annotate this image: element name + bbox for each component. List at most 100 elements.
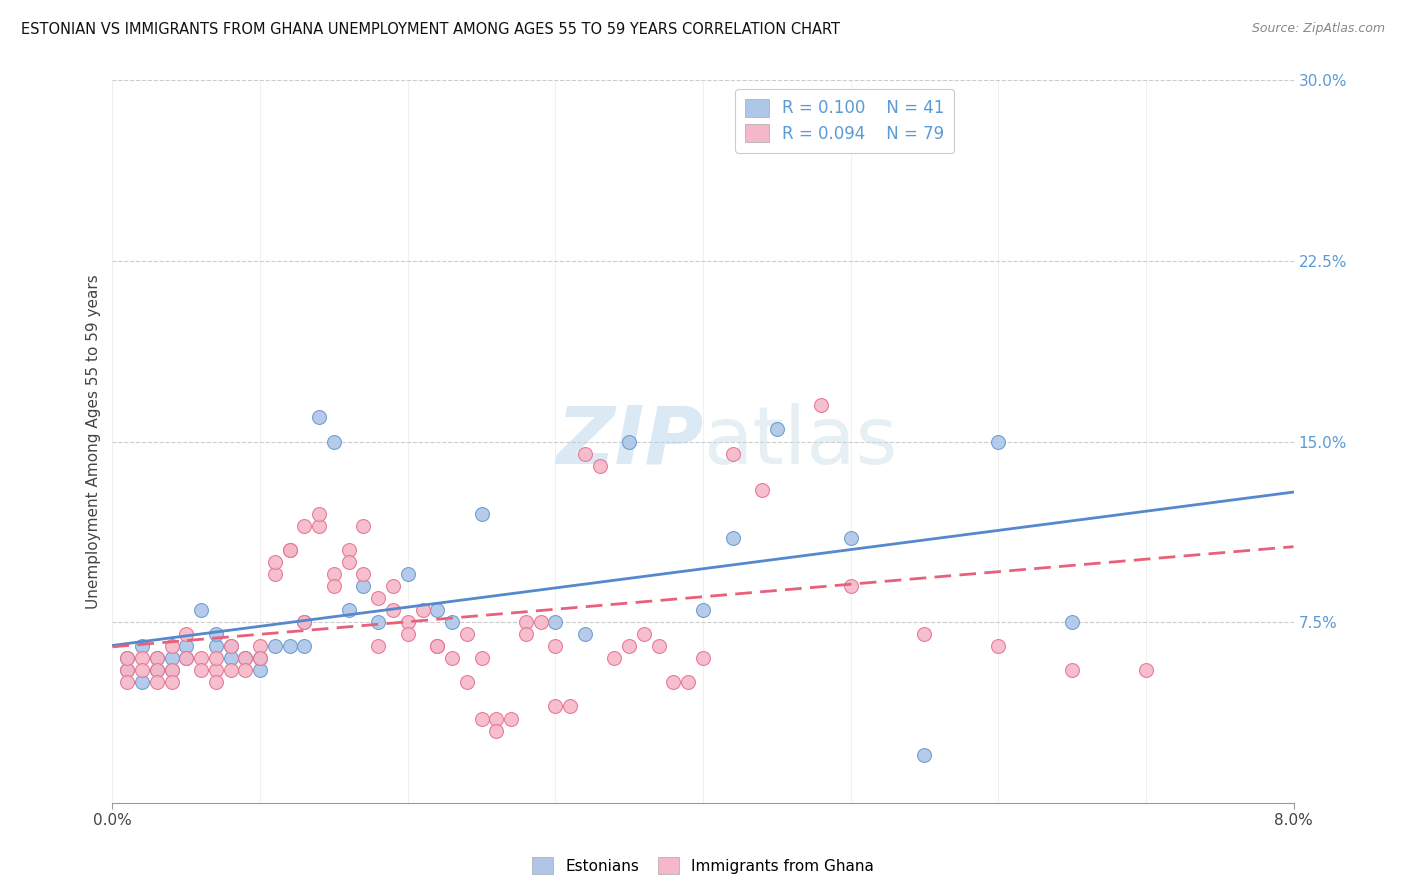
- Point: [190, 603, 212, 617]
- Point: [471, 507, 494, 521]
- Point: [382, 579, 405, 593]
- Point: [146, 651, 169, 665]
- Point: [485, 712, 508, 726]
- Y-axis label: Unemployment Among Ages 55 to 59 years: Unemployment Among Ages 55 to 59 years: [86, 274, 101, 609]
- Point: [117, 664, 138, 678]
- Point: [647, 639, 671, 653]
- Point: [352, 579, 374, 593]
- Point: [264, 567, 287, 582]
- Point: [678, 675, 700, 690]
- Point: [471, 651, 494, 665]
- Text: Source: ZipAtlas.com: Source: ZipAtlas.com: [1251, 22, 1385, 36]
- Point: [485, 723, 508, 738]
- Point: [721, 531, 744, 545]
- Point: [721, 446, 744, 460]
- Point: [987, 434, 1010, 449]
- Point: [219, 651, 242, 665]
- Point: [426, 639, 449, 653]
- Point: [544, 699, 567, 714]
- Point: [249, 664, 271, 678]
- Point: [174, 651, 197, 665]
- Point: [131, 639, 153, 653]
- Point: [233, 664, 256, 678]
- Point: [544, 639, 567, 653]
- Point: [352, 567, 374, 582]
- Point: [219, 664, 242, 678]
- Point: [160, 651, 183, 665]
- Point: [396, 615, 419, 630]
- Point: [233, 651, 256, 665]
- Point: [810, 398, 832, 412]
- Point: [619, 434, 641, 449]
- Point: [515, 615, 537, 630]
- Point: [323, 567, 346, 582]
- Point: [987, 639, 1010, 653]
- Point: [160, 664, 183, 678]
- Point: [471, 712, 494, 726]
- Point: [588, 458, 610, 473]
- Point: [765, 422, 787, 436]
- Point: [146, 664, 169, 678]
- Point: [529, 615, 551, 630]
- Point: [412, 603, 434, 617]
- Point: [574, 446, 596, 460]
- Point: [174, 639, 197, 653]
- Point: [501, 712, 523, 726]
- Point: [205, 627, 228, 641]
- Point: [662, 675, 685, 690]
- Point: [544, 615, 567, 630]
- Point: [131, 664, 153, 678]
- Point: [308, 410, 330, 425]
- Point: [160, 664, 183, 678]
- Point: [131, 651, 153, 665]
- Point: [839, 579, 862, 593]
- Point: [308, 518, 330, 533]
- Point: [323, 579, 346, 593]
- Point: [146, 675, 169, 690]
- Point: [308, 507, 330, 521]
- Point: [233, 651, 256, 665]
- Legend: R = 0.100    N = 41, R = 0.094    N = 79: R = 0.100 N = 41, R = 0.094 N = 79: [735, 88, 955, 153]
- Point: [367, 615, 389, 630]
- Point: [292, 518, 315, 533]
- Point: [1135, 664, 1157, 678]
- Point: [426, 639, 449, 653]
- Point: [574, 627, 596, 641]
- Point: [117, 651, 138, 665]
- Point: [1062, 664, 1084, 678]
- Point: [219, 639, 242, 653]
- Point: [633, 627, 655, 641]
- Point: [396, 627, 419, 641]
- Point: [780, 121, 803, 136]
- Point: [352, 518, 374, 533]
- Point: [619, 639, 641, 653]
- Point: [337, 603, 360, 617]
- Point: [174, 627, 197, 641]
- Point: [190, 651, 212, 665]
- Point: [337, 555, 360, 569]
- Point: [456, 675, 478, 690]
- Point: [560, 699, 582, 714]
- Point: [278, 542, 301, 557]
- Point: [426, 603, 449, 617]
- Point: [367, 639, 389, 653]
- Text: atlas: atlas: [703, 402, 897, 481]
- Point: [117, 675, 138, 690]
- Point: [264, 555, 287, 569]
- Point: [292, 639, 315, 653]
- Point: [146, 664, 169, 678]
- Point: [337, 542, 360, 557]
- Point: [456, 627, 478, 641]
- Point: [396, 567, 419, 582]
- Text: ZIP: ZIP: [555, 402, 703, 481]
- Point: [292, 615, 315, 630]
- Point: [205, 675, 228, 690]
- Point: [249, 651, 271, 665]
- Point: [146, 651, 169, 665]
- Point: [914, 747, 936, 762]
- Point: [205, 639, 228, 653]
- Point: [190, 664, 212, 678]
- Point: [278, 542, 301, 557]
- Point: [382, 603, 405, 617]
- Point: [914, 627, 936, 641]
